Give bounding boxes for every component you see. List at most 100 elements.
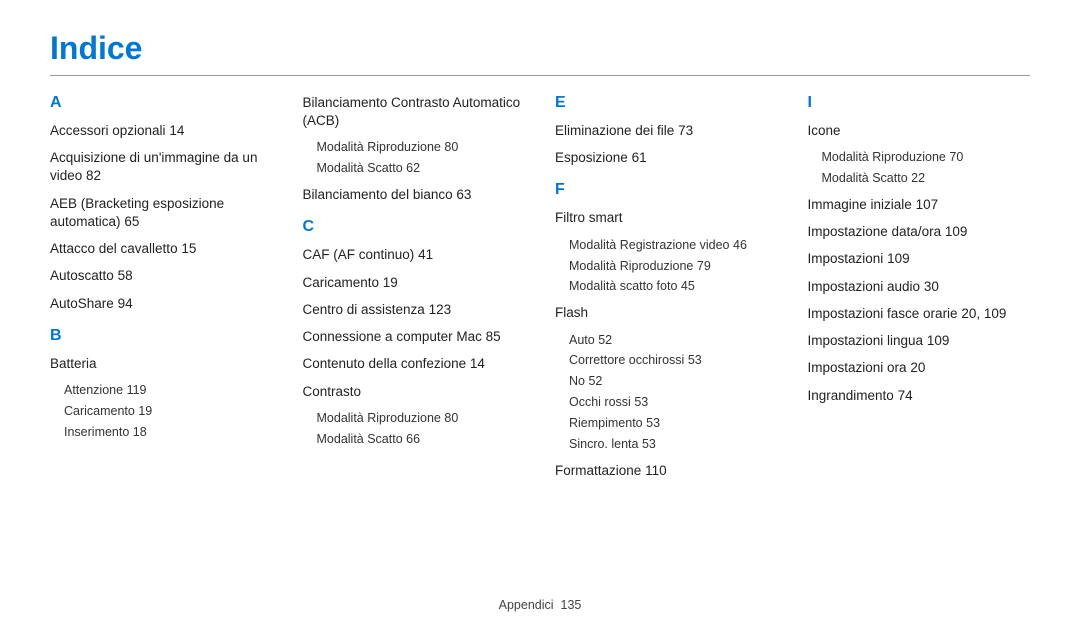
index-subentry-page: 80 — [444, 411, 458, 425]
index-entry: Impostazioni 109 — [808, 250, 1031, 268]
index-subentry-label: Caricamento — [64, 404, 135, 418]
index-subentry-label: Riempimento — [569, 416, 643, 430]
index-subentry-label: Modalità Scatto — [317, 432, 403, 446]
index-entry: Bilanciamento Contrasto Automatico (ACB) — [303, 94, 526, 130]
index-entry-page: 19 — [383, 275, 398, 290]
index-entry-page: 41 — [418, 247, 433, 262]
index-subentry-label: Sincro. lenta — [569, 437, 638, 451]
index-subentry: Occhi rossi 53 — [569, 394, 778, 411]
index-entry-label: Eliminazione dei ﬁle — [555, 123, 674, 138]
index-entry-page: 20 — [910, 360, 925, 375]
index-subentry-page: 53 — [634, 395, 648, 409]
index-letter-heading: B — [50, 327, 273, 345]
index-subentry: Correttore occhirossi 53 — [569, 352, 778, 369]
index-entry-page: 107 — [916, 197, 939, 212]
index-subentry: No 52 — [569, 373, 778, 390]
index-subentry: Auto 52 — [569, 332, 778, 349]
index-entry-page: 74 — [898, 388, 913, 403]
index-entry-label: Esposizione — [555, 150, 628, 165]
index-subentry-page: 45 — [681, 279, 695, 293]
index-column: A Accessori opzionali 14 Acquisizione di u… — [50, 94, 273, 489]
index-entry-page: 15 — [181, 241, 196, 256]
index-letter-heading: A — [50, 94, 273, 112]
index-entry: Esposizione 61 — [555, 149, 778, 167]
index-entry-label: Ingrandimento — [808, 388, 894, 403]
index-entry-page: 14 — [470, 356, 485, 371]
page-title: Indice — [50, 30, 1030, 67]
index-subgroup: Auto 52 Correttore occhirossi 53 No 52 Occh… — [555, 332, 778, 453]
index-entry: Filtro smart — [555, 209, 778, 227]
index-entry: Ingrandimento 74 — [808, 387, 1031, 405]
index-entry: Impostazioni ora 20 — [808, 359, 1031, 377]
index-subentry-page: 18 — [133, 425, 147, 439]
index-entry: Attacco del cavalletto 15 — [50, 240, 273, 258]
index-entry-label: Autoscatto — [50, 268, 114, 283]
index-entry: Contenuto della confezione 14 — [303, 355, 526, 373]
index-letter-heading: F — [555, 181, 778, 199]
index-subgroup: Modalità Riproduzione 80 Modalità Scatto … — [303, 410, 526, 448]
index-entry: Icone — [808, 122, 1031, 140]
index-subentry: Attenzione 119 — [64, 382, 273, 399]
index-subentry: Modalità Scatto 66 — [317, 431, 526, 448]
index-subentry-label: Modalità Scatto — [317, 161, 403, 175]
index-subentry-label: Modalità Riproduzione — [822, 150, 946, 164]
index-entry-page: 20, 109 — [961, 306, 1006, 321]
index-letter-heading: I — [808, 94, 1031, 112]
index-entry: Accessori opzionali 14 — [50, 122, 273, 140]
index-entry-label: Acquisizione di un'immagine da un video — [50, 150, 257, 183]
index-subentry: Sincro. lenta 53 — [569, 436, 778, 453]
index-subentry-label: Correttore occhirossi — [569, 353, 684, 367]
index-subentry-label: Modalità Scatto — [822, 171, 908, 185]
index-subentry-label: Modalità Registrazione video — [569, 238, 730, 252]
footer-page: 135 — [561, 598, 582, 612]
index-subentry-label: Occhi rossi — [569, 395, 631, 409]
index-entry-label: Bilanciamento del bianco — [303, 187, 453, 202]
index-subentry-label: Inserimento — [64, 425, 129, 439]
index-subgroup: Modalità Riproduzione 80 Modalità Scatto … — [303, 139, 526, 177]
index-entry-page: 110 — [645, 463, 667, 478]
index-subentry-page: 80 — [444, 140, 458, 154]
index-entry-page: 94 — [118, 296, 133, 311]
index-entry-page: 58 — [118, 268, 133, 283]
index-entry: Impostazioni lingua 109 — [808, 332, 1031, 350]
index-subentry: Inserimento 18 — [64, 424, 273, 441]
index-entry-label: Immagine iniziale — [808, 197, 912, 212]
index-entry-label: Accessori opzionali — [50, 123, 166, 138]
index-subentry-page: 70 — [949, 150, 963, 164]
index-subentry: Modalità Riproduzione 79 — [569, 258, 778, 275]
index-subentry-page: 53 — [688, 353, 702, 367]
index-entry-label: Centro di assistenza — [303, 302, 425, 317]
index-entry: Formattazione 110 — [555, 462, 778, 480]
index-subentry: Modalità Scatto 22 — [822, 170, 1031, 187]
index-subentry-page: 22 — [911, 171, 925, 185]
index-entry-label: Impostazioni lingua — [808, 333, 924, 348]
index-entry: Batteria — [50, 355, 273, 373]
index-subentry: Modalità Scatto 62 — [317, 160, 526, 177]
index-entry-label: Attacco del cavalletto — [50, 241, 178, 256]
index-subentry: Caricamento 19 — [64, 403, 273, 420]
index-entry: Bilanciamento del bianco 63 — [303, 186, 526, 204]
index-subentry-page: 52 — [588, 374, 602, 388]
index-entry-page: 61 — [632, 150, 647, 165]
index-entry-page: 73 — [678, 123, 693, 138]
index-entry: Autoscatto 58 — [50, 267, 273, 285]
index-subentry: Modalità Riproduzione 80 — [317, 410, 526, 427]
index-subentry: Modalità Riproduzione 80 — [317, 139, 526, 156]
index-subentry-label: Modalità scatto foto — [569, 279, 677, 293]
index-entry-page: 14 — [169, 123, 184, 138]
index-entry-page: 65 — [124, 214, 139, 229]
index-entry-label: Impostazioni — [808, 251, 884, 266]
index-entry-page: 63 — [456, 187, 471, 202]
index-entry: Impostazioni fasce orarie 20, 109 — [808, 305, 1031, 323]
title-rule — [50, 75, 1030, 76]
index-entry-label: Filtro smart — [555, 210, 623, 225]
index-entry-label: Contrasto — [303, 384, 362, 399]
index-subgroup: Modalità Riproduzione 70 Modalità Scatto … — [808, 149, 1031, 187]
index-entry-label: CAF (AF continuo) — [303, 247, 415, 262]
index-subentry-page: 62 — [406, 161, 420, 175]
index-subentry: Modalità Registrazione video 46 — [569, 237, 778, 254]
index-entry: Flash — [555, 304, 778, 322]
index-subentry-label: Modalità Riproduzione — [317, 140, 441, 154]
index-entry-label: Impostazioni audio — [808, 279, 921, 294]
index-columns: A Accessori opzionali 14 Acquisizione di u… — [50, 94, 1030, 489]
